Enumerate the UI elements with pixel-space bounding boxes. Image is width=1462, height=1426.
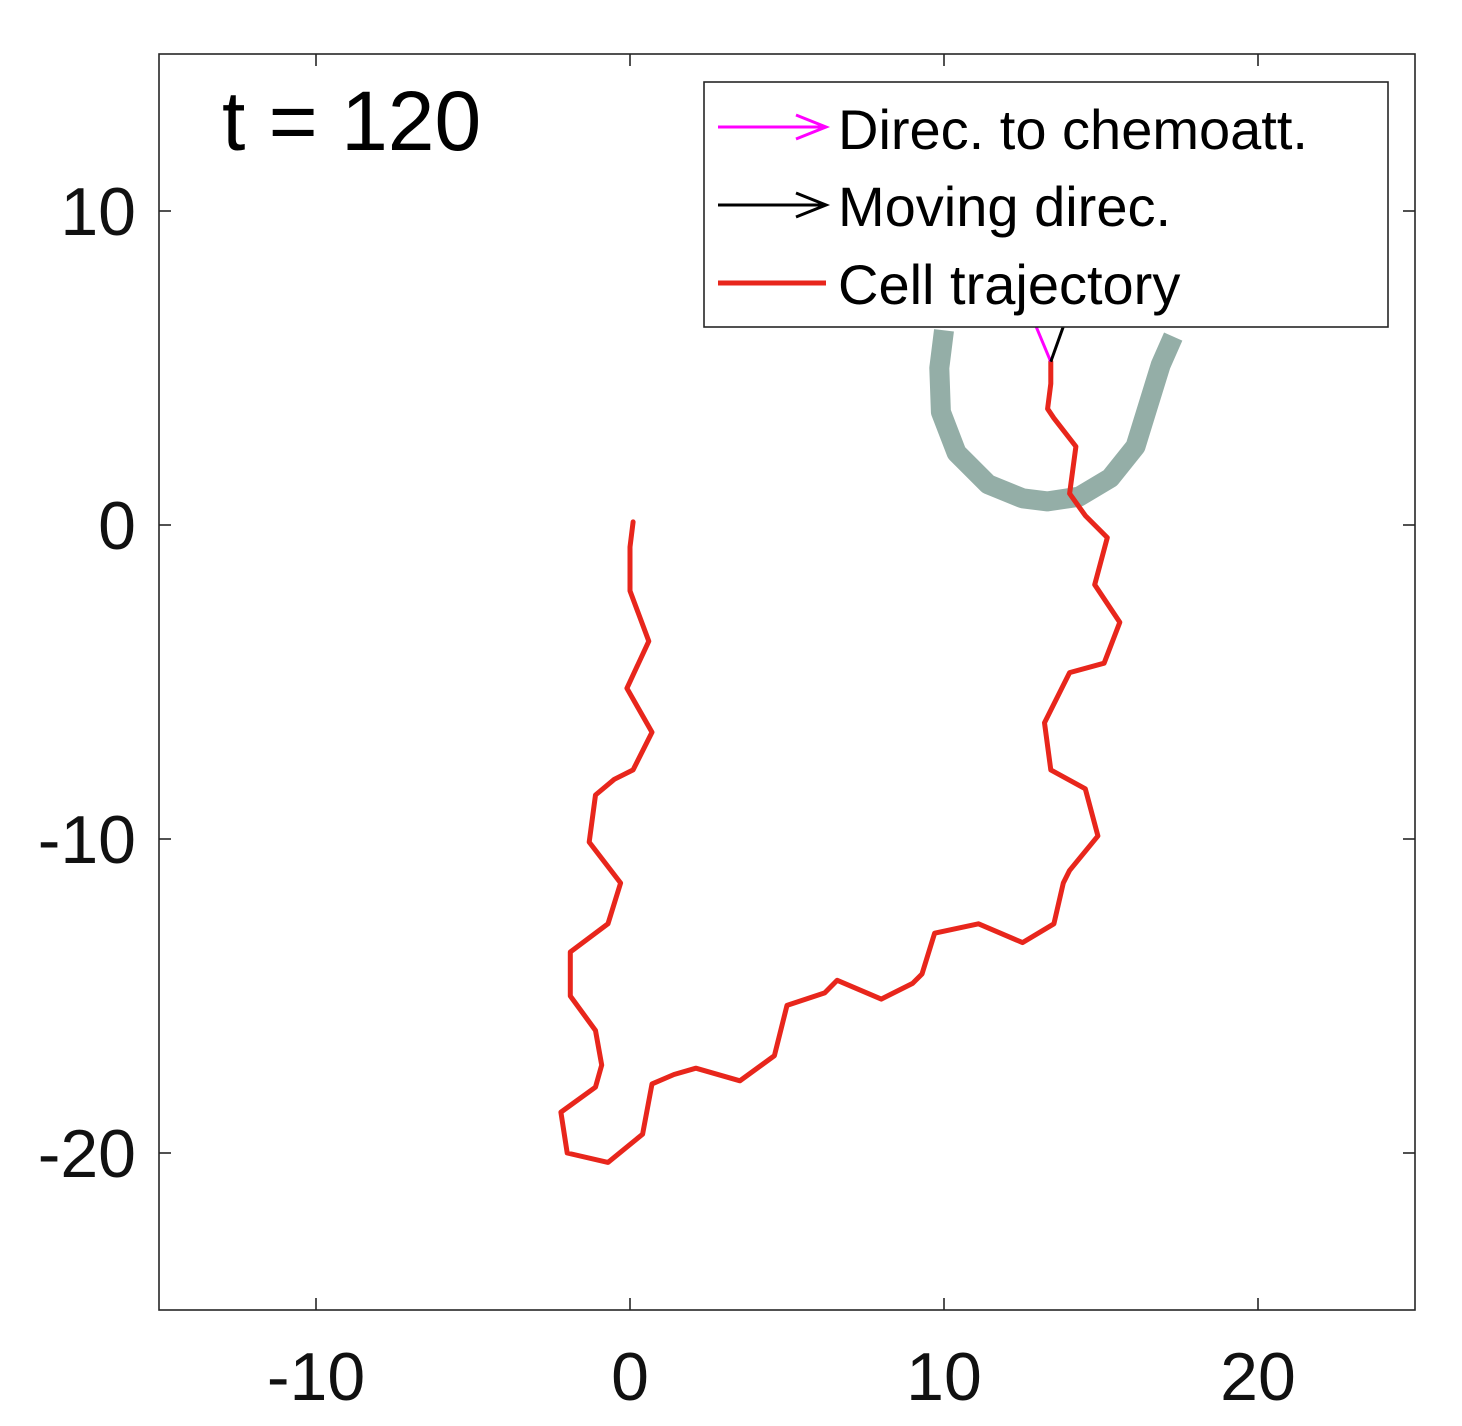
legend-arrow-chemoatt-head: [795, 113, 831, 141]
y-tick-label: -20: [38, 1116, 136, 1192]
x-tick-label: 0: [611, 1339, 649, 1415]
y-tick-label: 10: [60, 174, 136, 250]
y-tick-label: -10: [38, 802, 136, 878]
legend: Direc. to chemoatt. Moving direc. Cell t…: [703, 81, 1389, 328]
legend-label-chemoatt: Direc. to chemoatt.: [838, 98, 1308, 161]
legend-arrow-moving-head: [795, 191, 831, 219]
legend-label-moving: Moving direc.: [838, 175, 1171, 238]
x-tick-label: 10: [906, 1339, 982, 1415]
x-tick-label: 20: [1220, 1339, 1296, 1415]
tick-layer: -10 0 10 20 10 0 -10 -20: [38, 54, 1415, 1415]
axes-frame: [158, 53, 1416, 1311]
y-tick-label: 0: [98, 488, 136, 564]
trajectory-line: [558, 359, 1123, 1165]
x-tick-label: -10: [267, 1339, 365, 1415]
cell-outline-line: [929, 329, 1183, 512]
time-annotation: t = 120: [222, 74, 481, 168]
legend-label-trajectory: Cell trajectory: [838, 253, 1180, 316]
chemoatt-direction-arrow: [1033, 323, 1053, 363]
